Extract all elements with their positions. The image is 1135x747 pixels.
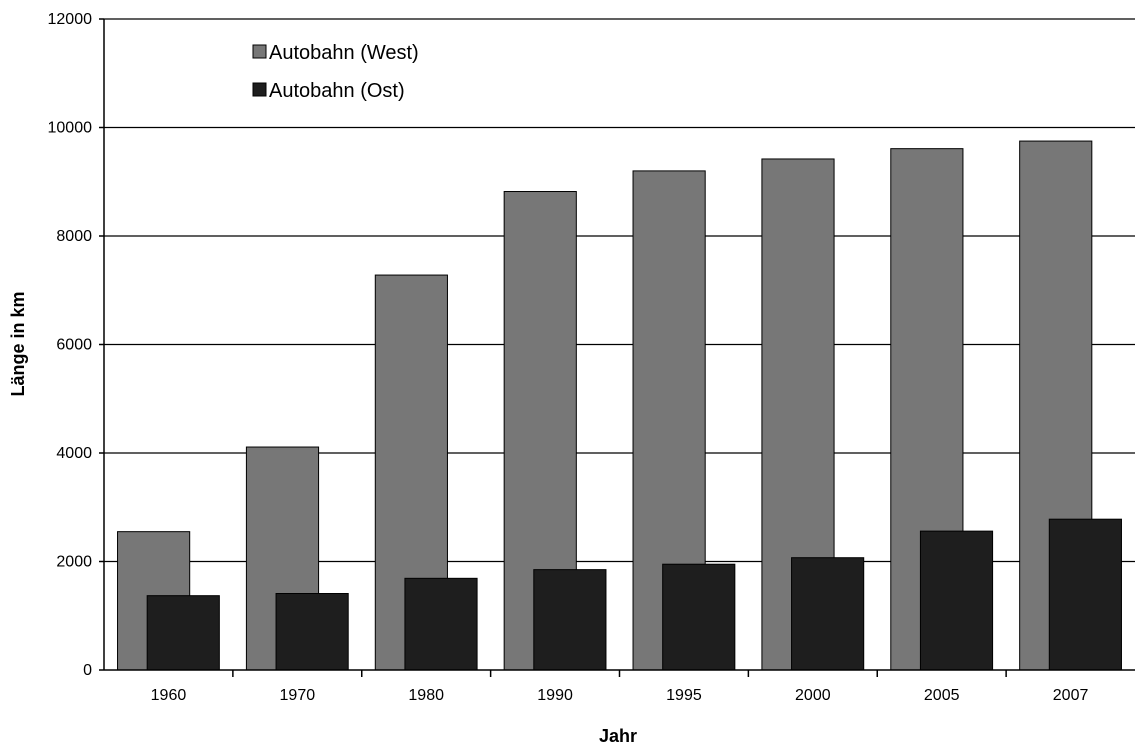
x-tick-labels: 1960 1970 1980 1990 1995 2000 2005 2007 [151,687,1089,704]
legend-swatch-ost [252,82,267,97]
x-tick-label: 1960 [151,687,187,704]
x-tick-label: 2000 [795,687,831,704]
legend: Autobahn (West) Autobahn (Ost) [252,42,419,102]
y-tick-label: 10000 [48,120,93,137]
y-tick-label: 4000 [56,445,92,462]
bars [117,140,1122,671]
y-tick-label: 8000 [56,228,92,245]
bar-ost [919,530,994,671]
x-tick-label: 1980 [408,687,444,704]
x-tick-label: 1970 [280,687,316,704]
bar-ost [533,569,607,671]
x-tick-label: 2005 [924,687,960,704]
x-tick-label: 1990 [537,687,573,704]
legend-label-ost: Autobahn (Ost) [269,80,405,102]
y-tick-label: 12000 [48,11,93,28]
y-tick-label: 0 [83,662,92,679]
bar-ost [791,557,865,671]
y-axis-title: Länge in km [8,291,28,396]
bar-ost [1048,518,1122,671]
y-tick-label: 2000 [56,554,92,571]
axes [99,18,1135,677]
x-tick-label: 2007 [1053,687,1089,704]
x-axis-title: Jahr [599,726,637,746]
bar-ost [404,577,478,671]
y-tick-labels: 0 2000 4000 6000 8000 10000 12000 [48,11,93,679]
y-tick-label: 6000 [56,337,92,354]
x-tick-label: 1995 [666,687,702,704]
legend-label-west: Autobahn (West) [269,42,419,64]
bar-ost [146,595,220,671]
bar-ost [275,593,349,671]
legend-swatch-west [252,44,267,59]
bar-ost [662,563,736,671]
